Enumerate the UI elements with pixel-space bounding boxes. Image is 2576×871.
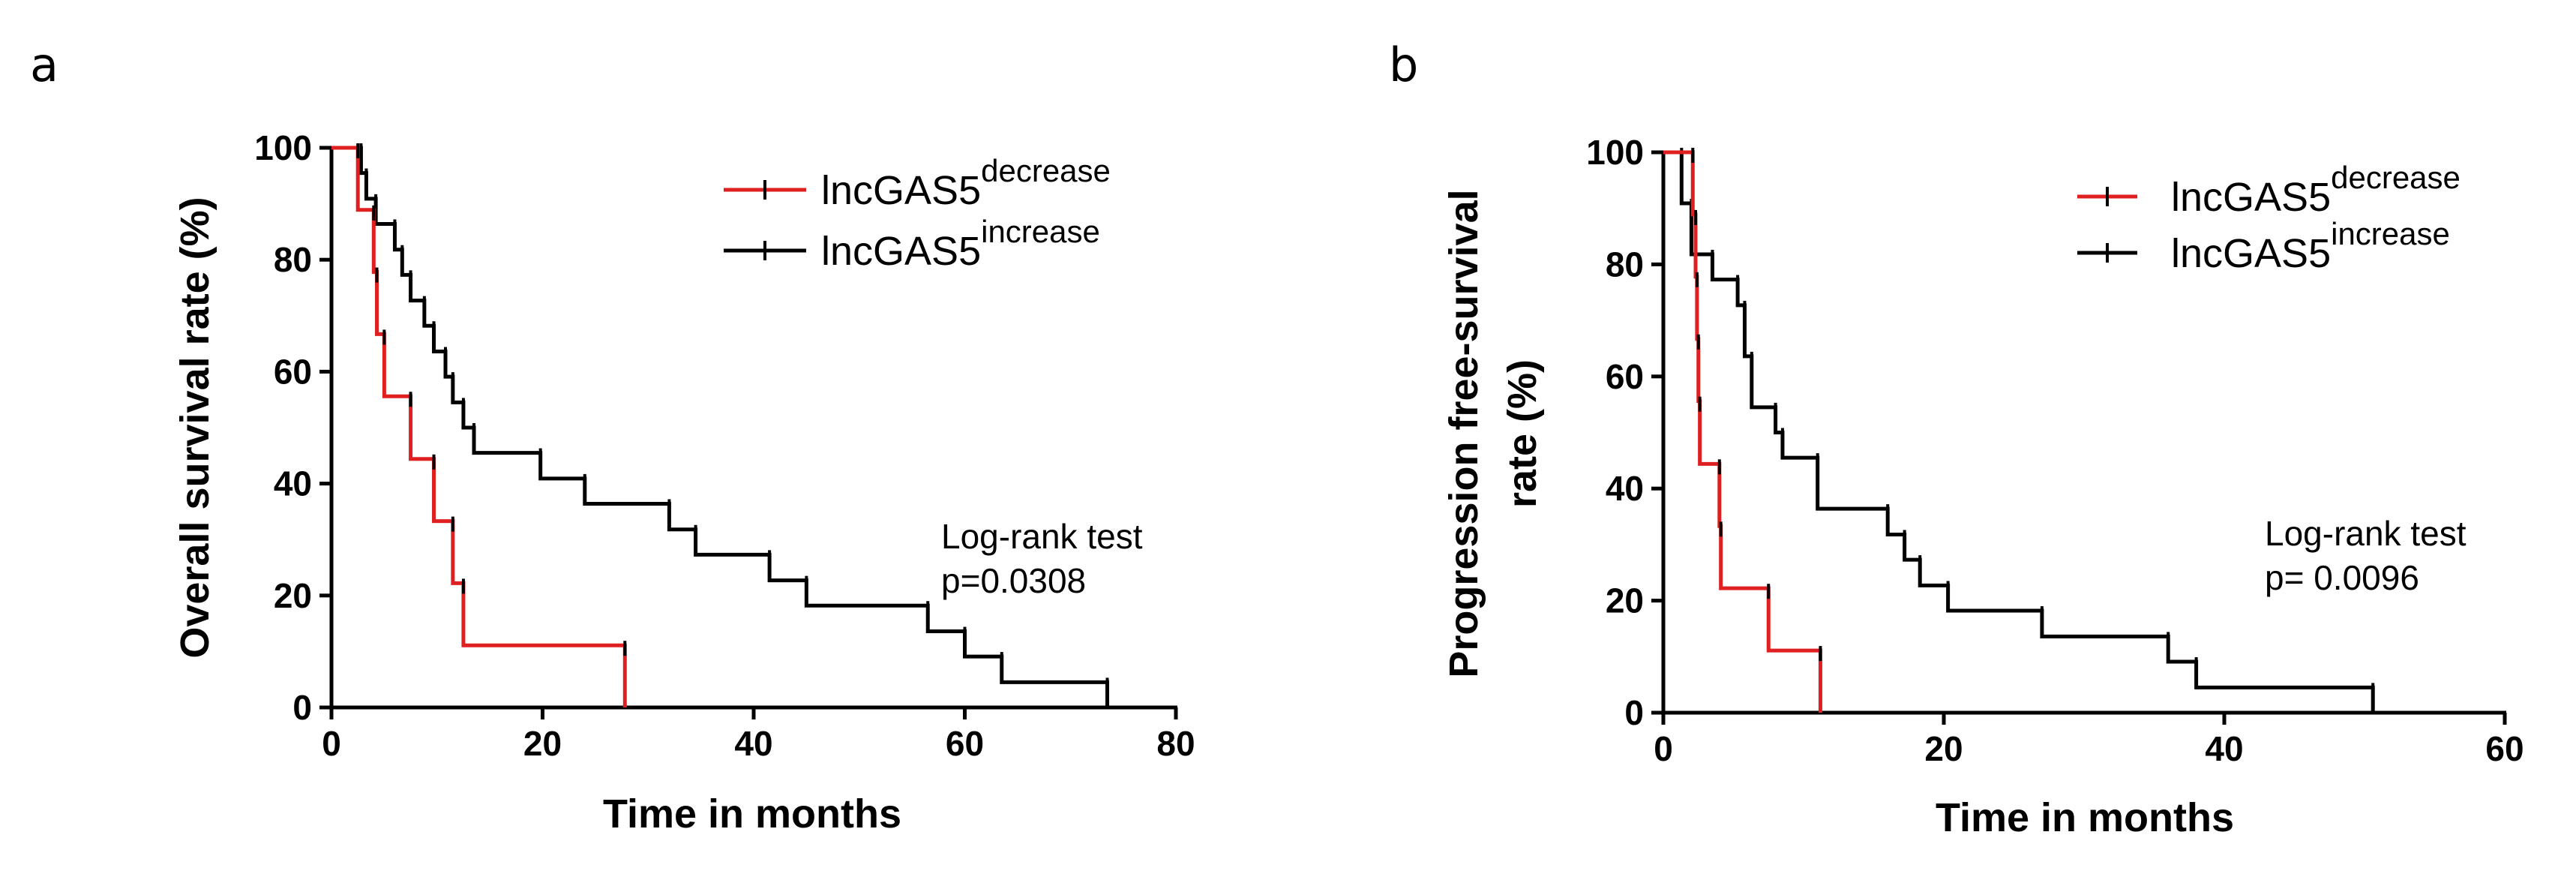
panel-a-legend-label-decrease: lncGAS5decrease xyxy=(821,153,1111,213)
panel-a-logrank-label: Log-rank test xyxy=(941,517,1143,556)
y-tick-label: 100 xyxy=(254,128,312,167)
series-increase xyxy=(331,143,1110,707)
panel-b-label: b xyxy=(1389,38,1418,92)
y-tick-label: 80 xyxy=(274,240,312,279)
panel-b-x-ticks: 0 20 40 60 xyxy=(1654,713,2524,768)
panel-a-overall-survival: a 0 20 40 60 80 100 0 20 40 60 80 Overall surviva… xyxy=(30,38,1195,836)
x-tick-label: 0 xyxy=(1654,729,1673,768)
x-tick-label: 40 xyxy=(734,724,772,763)
legend-superscript: decrease xyxy=(981,153,1111,188)
x-tick-label: 60 xyxy=(2485,729,2524,768)
x-tick-label: 0 xyxy=(322,724,341,763)
panel-a-x-axis-title: Time in months xyxy=(603,791,901,836)
y-tick-label: 0 xyxy=(292,688,312,727)
panel-b-legend-label-increase: lncGAS5increase xyxy=(2171,216,2450,276)
panel-b-legend: lncGAS5decrease lncGAS5increase xyxy=(2077,160,2461,276)
legend-name: lncGAS5 xyxy=(2171,175,2331,220)
x-tick-label: 20 xyxy=(1924,729,1963,768)
panel-a-label: a xyxy=(30,38,58,92)
panel-a-y-axis-title: Overall survival rate (%) xyxy=(172,197,217,658)
panel-b-y-axis-title-line1: Progression free-survival xyxy=(1441,189,1486,677)
legend-superscript: decrease xyxy=(2331,160,2461,195)
panel-b-legend-entry-increase: lncGAS5increase xyxy=(2077,216,2450,276)
panel-a-legend-entry-decrease: lncGAS5decrease xyxy=(724,153,1111,213)
panel-a-pvalue: p=0.0308 xyxy=(941,561,1086,600)
panel-a-legend-label-increase: lncGAS5increase xyxy=(821,214,1100,274)
x-tick-label: 60 xyxy=(946,724,984,763)
panel-b-series xyxy=(1663,148,2375,713)
y-tick-label: 60 xyxy=(274,352,312,391)
panel-a-x-ticks: 0 20 40 60 80 xyxy=(322,707,1195,763)
x-tick-label: 20 xyxy=(523,724,562,763)
y-tick-label: 40 xyxy=(274,464,312,503)
y-tick-label: 20 xyxy=(274,576,312,615)
y-tick-label: 0 xyxy=(1624,693,1644,732)
series-decrease xyxy=(331,143,627,707)
km-curve-decrease xyxy=(1663,150,1822,713)
y-tick-label: 20 xyxy=(1606,581,1644,620)
panel-a-series xyxy=(331,143,1110,707)
x-tick-label: 40 xyxy=(2205,729,2243,768)
panel-b-progression-free-survival: b 0 20 40 60 80 100 0 20 40 60 Progression free-… xyxy=(1389,38,2524,840)
series-decrease xyxy=(1663,148,1822,713)
panel-b-x-axis-title: Time in months xyxy=(1936,795,2234,840)
panel-b-legend-entry-decrease: lncGAS5decrease xyxy=(2077,160,2461,220)
panel-b-legend-label-decrease: lncGAS5decrease xyxy=(2171,160,2461,220)
legend-superscript: increase xyxy=(981,214,1100,249)
km-curve-decrease xyxy=(331,146,627,707)
panel-b-logrank-label: Log-rank test xyxy=(2265,514,2467,553)
legend-superscript: increase xyxy=(2331,216,2450,251)
y-tick-label: 100 xyxy=(1586,133,1644,172)
y-tick-label: 60 xyxy=(1606,357,1644,396)
y-tick-label: 80 xyxy=(1606,245,1644,284)
y-tick-label: 40 xyxy=(1606,469,1644,508)
panel-a-legend: lncGAS5decrease lncGAS5increase xyxy=(724,153,1111,274)
legend-name: lncGAS5 xyxy=(821,168,981,213)
legend-name: lncGAS5 xyxy=(2171,231,2331,276)
panel-a-legend-entry-increase: lncGAS5increase xyxy=(724,214,1100,274)
panel-a-y-ticks: 0 20 40 60 80 100 xyxy=(254,128,331,727)
panel-b-y-axis-title-line2: rate (%) xyxy=(1500,359,1545,508)
panel-b-pvalue: p= 0.0096 xyxy=(2265,558,2419,597)
x-tick-label: 80 xyxy=(1156,724,1195,763)
legend-name: lncGAS5 xyxy=(821,229,981,274)
panel-b-y-ticks: 0 20 40 60 80 100 xyxy=(1586,133,1663,732)
